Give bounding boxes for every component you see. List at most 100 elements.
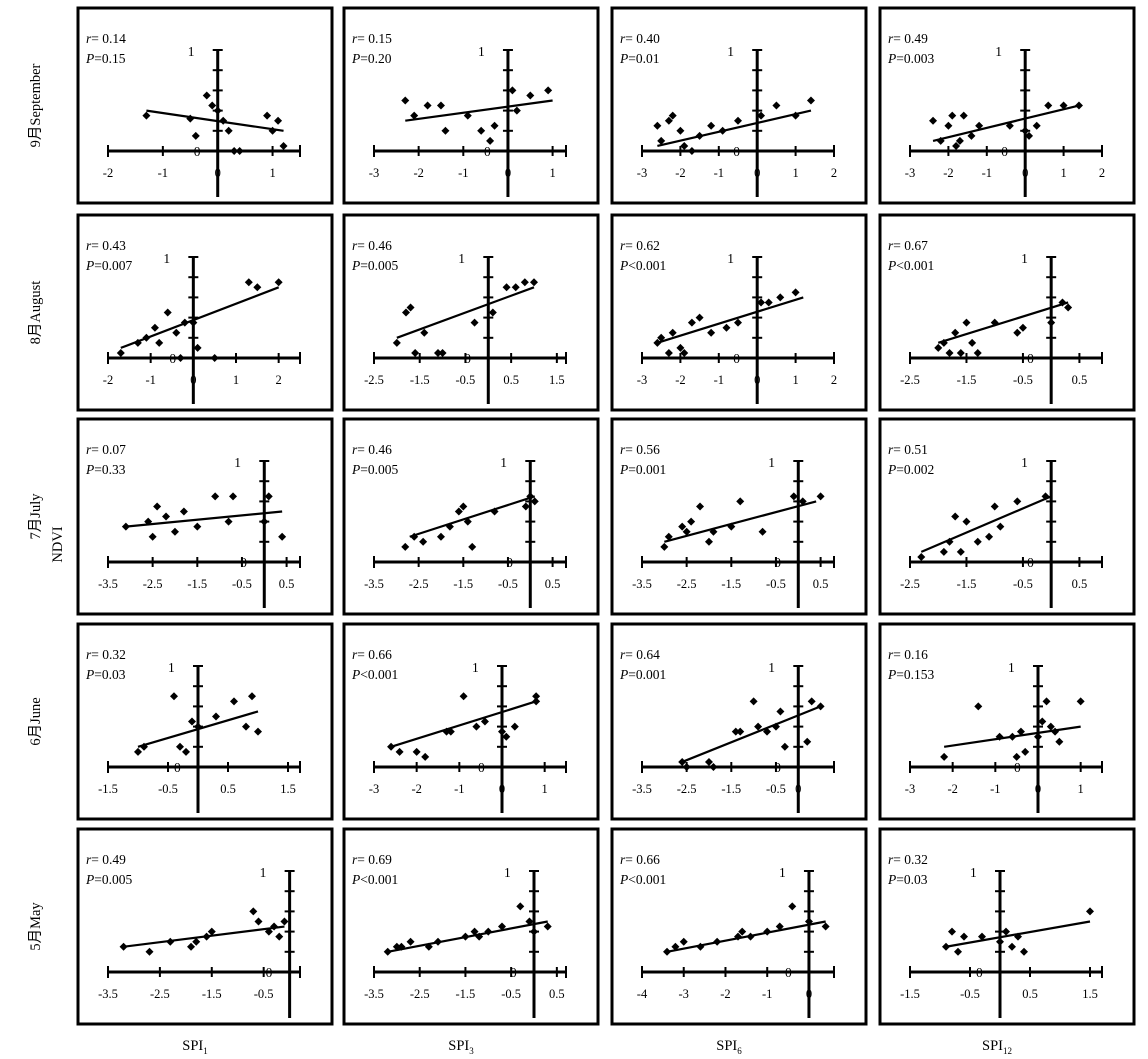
x-tick-label: -0.5 (1013, 373, 1033, 387)
row-label: 6月June (28, 697, 44, 745)
r-value: r= 0.64 (620, 647, 660, 662)
data-point (280, 917, 289, 926)
data-point (194, 722, 202, 731)
origin-label: 0 (464, 351, 471, 366)
data-point (917, 552, 926, 561)
panel-frame (610, 213, 868, 412)
x-tick-label: -3.5 (364, 577, 384, 591)
x-tick-label: 1 (792, 166, 798, 180)
r-value: r= 0.15 (352, 31, 392, 46)
data-point (985, 532, 994, 541)
data-point (668, 111, 677, 120)
x-tick-label: -3.5 (364, 987, 384, 1001)
y-axis-top-label: 1 (478, 44, 485, 59)
data-point (757, 298, 766, 307)
data-point (704, 757, 713, 766)
data-point (696, 942, 705, 951)
panel-frame (878, 6, 1136, 205)
data-point (133, 338, 142, 347)
p-value: P=0.33 (85, 462, 126, 477)
data-point (807, 697, 816, 706)
r-value: r= 0.46 (352, 442, 392, 457)
data-point (1008, 732, 1017, 741)
x-tick-label: -1.5 (957, 577, 977, 591)
data-point (798, 497, 807, 506)
data-point (695, 131, 704, 140)
data-point (696, 502, 705, 511)
x-tick-label: 1 (233, 373, 239, 387)
origin-label: 0 (774, 760, 781, 775)
data-point (1038, 717, 1047, 726)
data-point (713, 937, 722, 946)
x-tick-label: -3 (679, 987, 689, 1001)
data-point (544, 86, 553, 95)
data-point (176, 742, 184, 751)
r-value: r= 0.51 (888, 442, 928, 457)
y-axis-top-label: 1 (188, 44, 195, 59)
y-axis-top-label: 1 (970, 865, 977, 880)
p-value: P<0.001 (619, 872, 666, 887)
data-point (788, 902, 797, 911)
panel-frame (878, 827, 1136, 1026)
origin-label: 0 (733, 351, 740, 366)
data-point (746, 932, 755, 941)
panel-frame (76, 827, 334, 1026)
x-tick-label: 2 (276, 373, 282, 387)
p-value: P=0.153 (887, 667, 934, 682)
x-tick-label: -3.5 (632, 782, 652, 796)
data-point (1044, 101, 1053, 110)
y-axis-top-label: 1 (163, 251, 170, 266)
x-tick-label: 0.5 (503, 373, 519, 387)
data-point (929, 116, 938, 125)
x-tick-label: -1 (762, 987, 772, 1001)
data-point (975, 121, 984, 130)
data-point (1002, 927, 1010, 936)
data-point (508, 86, 517, 95)
data-point (144, 517, 153, 526)
scatter-panel: -3.5 -2.5 -1.5 -0.5 0.5 1 0 r= 0.07 P=0.33 (76, 417, 334, 616)
panel-frame (610, 417, 868, 616)
trend-line (920, 495, 1052, 553)
r-value: r= 0.16 (888, 647, 928, 662)
data-point (1014, 932, 1022, 941)
scatter-panel: -1.5 -0.5 0.5 1.5 1 0 r= 0.32 P=0.03 (76, 622, 334, 821)
y-axis-top-label: 1 (1021, 251, 1028, 266)
x-tick-label: -2.5 (677, 577, 697, 591)
x-tick-label: 0.5 (545, 577, 561, 591)
data-point (664, 116, 673, 125)
data-point (212, 712, 220, 721)
panel-frame (878, 417, 1136, 616)
data-point (383, 947, 392, 956)
data-point (789, 492, 798, 501)
data-point (121, 522, 130, 531)
data-point (945, 537, 954, 546)
p-value: P=0.007 (85, 258, 132, 273)
x-tick-label: -1 (458, 166, 468, 180)
p-value: P<0.001 (887, 258, 934, 273)
x-tick-label: -0.5 (232, 577, 252, 591)
data-point (116, 348, 125, 357)
data-point (436, 532, 445, 541)
data-point (968, 338, 977, 347)
data-point (207, 927, 216, 936)
data-point (1055, 737, 1064, 746)
panel-grid: -2 -1 0 1 1 0 r= 0.14 P=0.15 -3 -2 -1 0 1 1 0 r= 0.15 P=… (76, 6, 1136, 1026)
data-point (936, 136, 945, 145)
x-tick-label: 1.5 (549, 373, 565, 387)
data-point (680, 348, 689, 357)
x-tick-label: -0.5 (456, 373, 476, 387)
x-tick-label: -3 (905, 166, 915, 180)
data-point (942, 942, 950, 951)
data-point (1058, 298, 1067, 307)
data-point (248, 692, 256, 701)
origin-label: 0 (733, 144, 740, 159)
data-point (445, 522, 454, 531)
data-point (530, 927, 538, 936)
x-tick-label: -0.5 (501, 987, 521, 1001)
data-point (166, 937, 175, 946)
data-point (189, 318, 198, 327)
data-point (211, 492, 220, 501)
p-value: P=0.003 (887, 51, 934, 66)
data-point (180, 318, 189, 327)
